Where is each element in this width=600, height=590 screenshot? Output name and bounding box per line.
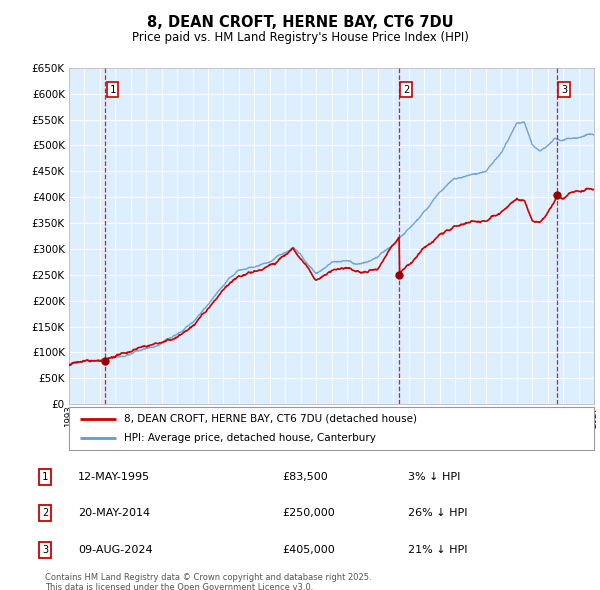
Text: 20-MAY-2014: 20-MAY-2014: [78, 509, 150, 518]
Text: 2: 2: [403, 85, 409, 95]
Text: 09-AUG-2024: 09-AUG-2024: [78, 545, 152, 555]
Text: 3% ↓ HPI: 3% ↓ HPI: [408, 472, 460, 481]
Text: 8, DEAN CROFT, HERNE BAY, CT6 7DU: 8, DEAN CROFT, HERNE BAY, CT6 7DU: [146, 15, 454, 30]
Text: 12-MAY-1995: 12-MAY-1995: [78, 472, 150, 481]
Text: 2: 2: [42, 509, 48, 518]
Text: 21% ↓ HPI: 21% ↓ HPI: [408, 545, 467, 555]
Text: 3: 3: [42, 545, 48, 555]
Text: £83,500: £83,500: [282, 472, 328, 481]
Text: HPI: Average price, detached house, Canterbury: HPI: Average price, detached house, Cant…: [124, 432, 376, 442]
Text: 1: 1: [109, 85, 116, 95]
Text: 3: 3: [561, 85, 567, 95]
Text: £250,000: £250,000: [282, 509, 335, 518]
Text: 26% ↓ HPI: 26% ↓ HPI: [408, 509, 467, 518]
Text: £405,000: £405,000: [282, 545, 335, 555]
Text: Contains HM Land Registry data © Crown copyright and database right 2025.: Contains HM Land Registry data © Crown c…: [45, 573, 371, 582]
Text: 1: 1: [42, 472, 48, 481]
Text: 8, DEAN CROFT, HERNE BAY, CT6 7DU (detached house): 8, DEAN CROFT, HERNE BAY, CT6 7DU (detac…: [124, 414, 417, 424]
Text: Price paid vs. HM Land Registry's House Price Index (HPI): Price paid vs. HM Land Registry's House …: [131, 31, 469, 44]
Text: This data is licensed under the Open Government Licence v3.0.: This data is licensed under the Open Gov…: [45, 583, 313, 590]
